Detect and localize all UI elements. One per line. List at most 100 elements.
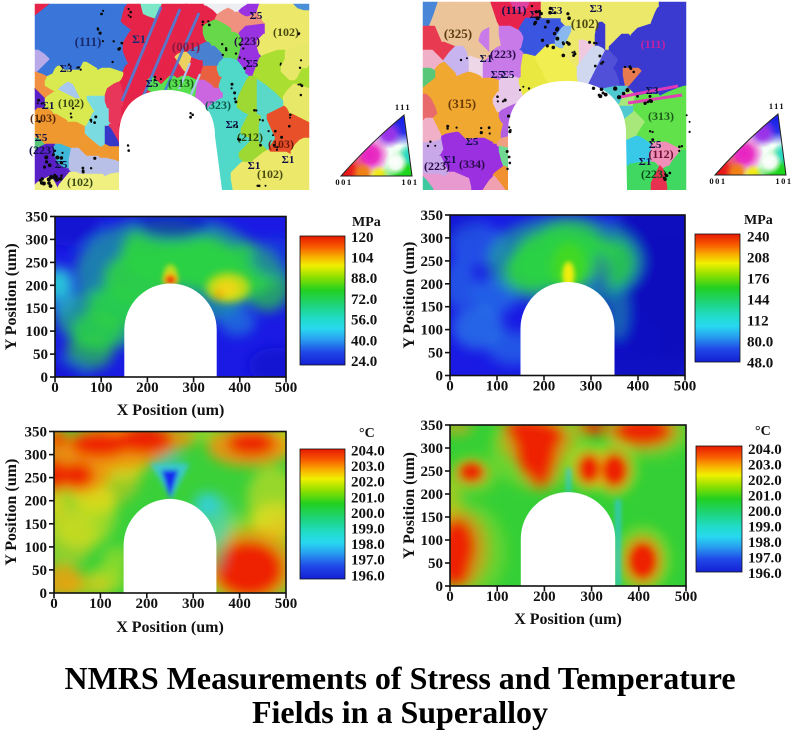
svg-text:0: 0 [446, 379, 454, 395]
svg-text:300: 300 [26, 232, 49, 248]
svg-text:(323): (323) [205, 98, 231, 112]
svg-text:(102): (102) [571, 16, 599, 31]
svg-text:50: 50 [428, 346, 443, 362]
svg-text:400: 400 [627, 379, 650, 395]
svg-text:111: 111 [769, 101, 785, 111]
svg-text:X Position (um): X Position (um) [514, 611, 622, 628]
svg-text:Σ5: Σ5 [466, 136, 479, 148]
svg-text:Σ3: Σ3 [226, 119, 239, 131]
svg-text:150: 150 [25, 517, 48, 533]
svg-text:Σ5: Σ5 [491, 69, 504, 81]
svg-text:100: 100 [25, 540, 48, 556]
svg-text:Σ3: Σ3 [550, 5, 563, 17]
svg-text:(325): (325) [444, 26, 472, 41]
svg-text:(001): (001) [172, 39, 200, 54]
svg-text:(223): (223) [234, 34, 260, 48]
svg-text:0: 0 [51, 380, 59, 396]
svg-text:350: 350 [26, 210, 49, 226]
svg-text:°C: °C [755, 424, 771, 439]
svg-text:Σ1: Σ1 [444, 154, 457, 166]
svg-text:(223): (223) [641, 167, 667, 181]
svg-text:101: 101 [775, 176, 792, 186]
svg-text:201.0: 201.0 [748, 489, 782, 505]
svg-text:Fields in a Superalloy: Fields in a Superalloy [252, 694, 548, 730]
svg-text:0: 0 [40, 586, 48, 602]
svg-text:101: 101 [401, 177, 418, 187]
svg-text:150: 150 [421, 510, 444, 526]
svg-text:(223): (223) [424, 159, 450, 173]
svg-text:NMRS Measurements of Stress an: NMRS Measurements of Stress and Temperat… [64, 660, 735, 696]
svg-text:(313): (313) [168, 76, 194, 90]
svg-text:500: 500 [275, 596, 298, 612]
svg-text:200: 200 [26, 278, 49, 294]
svg-text:24.0: 24.0 [351, 354, 377, 370]
svg-text:208: 208 [747, 251, 770, 267]
svg-text:202.0: 202.0 [351, 475, 385, 491]
svg-text:200.0: 200.0 [748, 504, 782, 520]
svg-text:200: 200 [136, 596, 159, 612]
svg-text:(223): (223) [490, 47, 516, 61]
svg-text:(102): (102) [67, 175, 93, 189]
svg-text:(334): (334) [459, 157, 485, 171]
svg-text:0: 0 [446, 589, 454, 605]
svg-text:199.0: 199.0 [748, 520, 782, 536]
svg-text:88.0: 88.0 [351, 271, 377, 287]
svg-text:(223): (223) [29, 143, 55, 157]
svg-text:001: 001 [335, 177, 352, 187]
svg-text:Σ5: Σ5 [55, 159, 68, 171]
svg-text:100: 100 [421, 323, 444, 339]
svg-text:Σ5: Σ5 [649, 139, 662, 151]
svg-text:Σ1: Σ1 [282, 154, 295, 166]
svg-text:Σ3: Σ3 [60, 63, 73, 75]
svg-text:(102): (102) [273, 25, 299, 39]
svg-text:50: 50 [32, 563, 47, 579]
svg-text:204.0: 204.0 [351, 444, 385, 460]
svg-text:(315): (315) [448, 96, 476, 111]
svg-text:Σ1: Σ1 [480, 53, 493, 65]
svg-text:X Position (um): X Position (um) [117, 402, 225, 419]
svg-text:100: 100 [486, 589, 509, 605]
svg-text:199.0: 199.0 [351, 522, 385, 538]
svg-text:300: 300 [421, 441, 444, 457]
svg-text:56.0: 56.0 [351, 313, 377, 329]
svg-text:500: 500 [675, 589, 698, 605]
svg-text:100: 100 [89, 596, 112, 612]
svg-text:204.0: 204.0 [748, 442, 782, 458]
svg-text:Σ3: Σ3 [646, 85, 659, 97]
svg-text:144: 144 [747, 293, 770, 309]
svg-text:Y Position (um): Y Position (um) [3, 243, 20, 350]
svg-text:176: 176 [747, 272, 770, 288]
svg-text:Σ5: Σ5 [502, 69, 515, 81]
svg-text:0: 0 [436, 579, 444, 595]
svg-text:196.0: 196.0 [748, 566, 782, 582]
svg-text:250: 250 [25, 471, 48, 487]
svg-text:(111): (111) [75, 34, 102, 49]
svg-text:0: 0 [41, 370, 49, 386]
svg-text:400: 400 [228, 596, 251, 612]
svg-text:100: 100 [90, 380, 113, 396]
svg-text:203.0: 203.0 [748, 458, 782, 474]
svg-text:350: 350 [421, 208, 444, 224]
svg-text:0: 0 [50, 596, 58, 612]
svg-text:40.0: 40.0 [351, 333, 377, 349]
svg-text:201.0: 201.0 [351, 490, 385, 506]
svg-text:300: 300 [421, 231, 444, 247]
svg-text:300: 300 [182, 380, 205, 396]
svg-text:Y Position (um): Y Position (um) [401, 452, 418, 559]
svg-text:150: 150 [26, 301, 49, 317]
svg-text:100: 100 [421, 533, 444, 549]
svg-text:200: 200 [421, 487, 444, 503]
svg-text:200: 200 [533, 589, 556, 605]
svg-text:203.0: 203.0 [351, 459, 385, 475]
svg-text:120: 120 [351, 230, 374, 246]
svg-text:0: 0 [436, 369, 444, 385]
svg-text:Y Position (um): Y Position (um) [401, 242, 418, 349]
svg-text:500: 500 [674, 379, 697, 395]
svg-text:150: 150 [421, 300, 444, 316]
svg-text:250: 250 [421, 464, 444, 480]
svg-text:Σ1: Σ1 [132, 32, 146, 46]
svg-text:(102): (102) [58, 96, 84, 110]
svg-text:80.0: 80.0 [747, 335, 773, 351]
svg-text:350: 350 [421, 418, 444, 434]
svg-text:Σ3: Σ3 [590, 3, 603, 15]
